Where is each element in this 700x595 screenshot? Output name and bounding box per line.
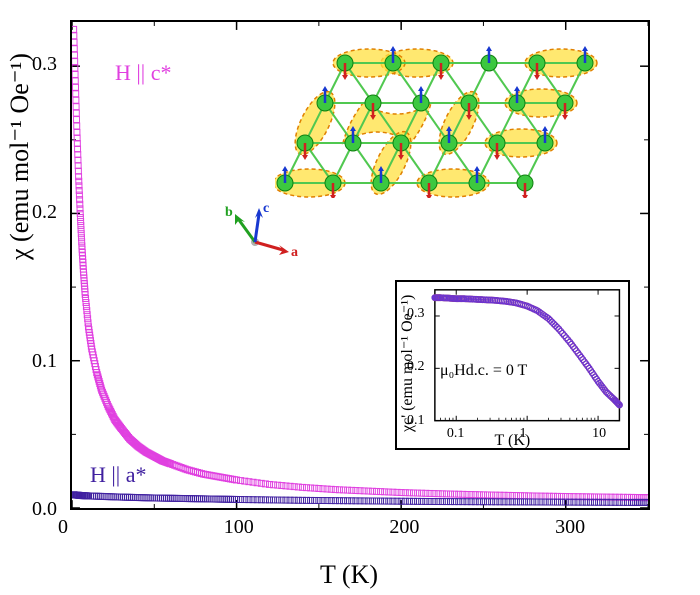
inset-x-tick: 1 — [520, 426, 527, 442]
inset-annotation-text: μ₀Hd.c. = 0 T — [440, 362, 527, 379]
svg-text:a: a — [291, 245, 298, 260]
x-tick-label: 300 — [555, 516, 585, 539]
y-tick-label: 0.3 — [32, 53, 57, 76]
inset-y-tick: 0.3 — [407, 306, 425, 322]
inset-y-tick: 0.1 — [407, 413, 425, 429]
y-axis-label-text: χ (emu mol⁻¹ Oe⁻¹) — [5, 53, 34, 260]
lattice-diagram — [275, 28, 605, 198]
svg-text:c: c — [263, 201, 269, 216]
y-tick-label: 0.2 — [32, 201, 57, 224]
series-label-c-star: H || c* — [115, 60, 171, 86]
y-tick-label: 0.1 — [32, 350, 57, 373]
series-label-a-text: H || a* — [90, 462, 146, 487]
inset-x-tick: 0.1 — [447, 426, 465, 442]
y-tick-label: 0.0 — [32, 498, 57, 521]
x-axis-label: T (K) — [320, 560, 378, 590]
inset-y-tick: 0.2 — [407, 359, 425, 375]
series-label-a-star: H || a* — [90, 462, 146, 488]
x-tick-label: 0 — [58, 516, 68, 539]
axes-3d-indicator: a b c — [220, 200, 300, 270]
inset-annotation: μ₀Hd.c. = 0 T — [440, 362, 527, 380]
y-axis-label: χ (emu mol⁻¹ Oe⁻¹) — [5, 53, 35, 260]
x-tick-label: 100 — [224, 516, 254, 539]
inset-x-tick: 10 — [592, 426, 606, 442]
series-label-c-text: H || c* — [115, 60, 171, 85]
x-tick-label: 200 — [389, 516, 419, 539]
svg-text:b: b — [225, 205, 233, 220]
x-axis-label-text: T (K) — [320, 560, 378, 589]
